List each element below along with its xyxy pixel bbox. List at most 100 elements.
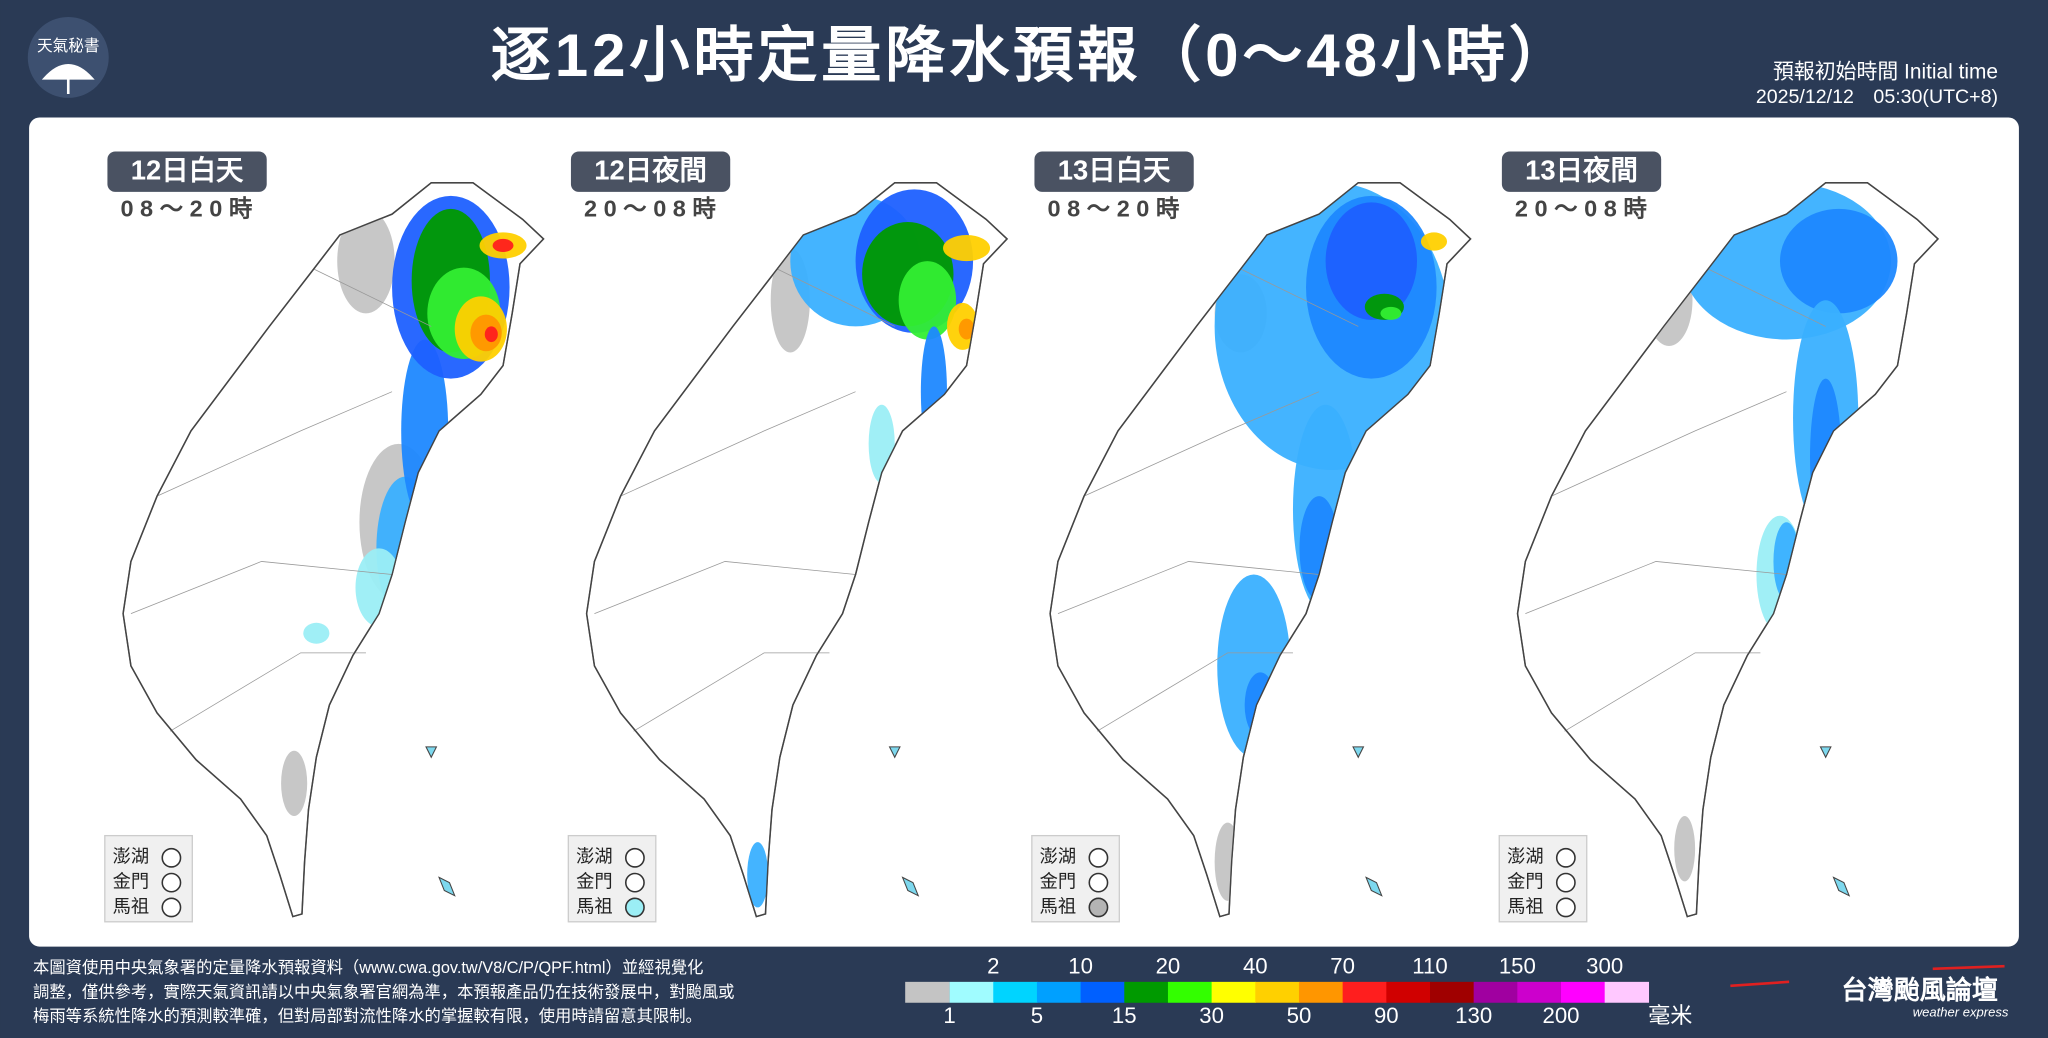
islet bbox=[888, 746, 920, 897]
hours-label: 08～20時 bbox=[120, 195, 258, 221]
legend-swatch bbox=[1517, 981, 1562, 1003]
island-name: 澎湖 bbox=[576, 846, 613, 867]
legend-label: 70 bbox=[1330, 953, 1355, 978]
county-lines bbox=[594, 268, 895, 732]
rain-area bbox=[1380, 306, 1402, 320]
legend-swatch bbox=[1167, 981, 1213, 1003]
rain-area bbox=[492, 238, 514, 252]
brand-stroke bbox=[1932, 964, 2005, 971]
legend-label: 5 bbox=[1031, 1003, 1043, 1028]
hours-label: 08～20時 bbox=[1047, 195, 1185, 221]
island-name: 馬祖 bbox=[576, 895, 613, 916]
islet bbox=[1352, 746, 1383, 897]
day-label: 13日夜間 bbox=[1525, 155, 1638, 186]
legend-swatch bbox=[1036, 981, 1082, 1003]
rain-area bbox=[484, 326, 498, 343]
legend-swatch bbox=[1211, 981, 1256, 1003]
islet bbox=[425, 746, 456, 897]
rain-layer bbox=[747, 189, 991, 908]
legend-swatch bbox=[1080, 981, 1125, 1003]
legend-label: 20 bbox=[1156, 953, 1181, 978]
rain-area bbox=[958, 318, 975, 340]
legend-swatch bbox=[1386, 981, 1431, 1003]
legend-swatch bbox=[1255, 981, 1300, 1003]
island-name: 金門 bbox=[576, 870, 613, 891]
legend-swatch bbox=[1561, 981, 1606, 1003]
initial-time: 2025/12/12 05:30(UTC+8) bbox=[1756, 86, 1998, 108]
legend-swatch bbox=[1298, 981, 1344, 1003]
island-name: 金門 bbox=[1507, 870, 1544, 891]
rain-area bbox=[1420, 232, 1448, 251]
island-status bbox=[1555, 897, 1576, 918]
legend-under bbox=[905, 981, 950, 1003]
legend-swatch bbox=[1429, 981, 1475, 1003]
day-label: 13日白天 bbox=[1058, 155, 1171, 186]
legend-label: 15 bbox=[1112, 1003, 1137, 1028]
island-status bbox=[161, 872, 182, 893]
footer-note: 梅雨等系統性降水的預測較準確，但對局部對流性降水的掌握較有限，使用時請留意其限制… bbox=[33, 1006, 702, 1025]
island-status bbox=[1555, 847, 1576, 868]
legend-swatch bbox=[993, 981, 1038, 1003]
day-label-box bbox=[107, 151, 267, 192]
island-name: 澎湖 bbox=[1507, 846, 1544, 867]
title: 逐12小時定量降水預報（0～48小時） bbox=[491, 22, 1573, 89]
island-name: 馬祖 bbox=[113, 895, 150, 916]
rain-area bbox=[1325, 202, 1418, 320]
legend-label: 130 bbox=[1455, 1003, 1492, 1028]
islet bbox=[1819, 746, 1851, 897]
island-status bbox=[624, 897, 645, 918]
legend-swatch bbox=[1124, 981, 1169, 1003]
initial-time-label: 預報初始時間 Initial time bbox=[1773, 61, 1998, 84]
umbrella-icon bbox=[41, 63, 95, 95]
rain-area bbox=[303, 622, 330, 644]
rain-area bbox=[281, 750, 308, 817]
island-status bbox=[1555, 872, 1576, 893]
logo-text: 天氣秘書 bbox=[37, 37, 100, 55]
rain-area bbox=[943, 235, 991, 262]
day-label-box bbox=[1501, 151, 1662, 192]
legend-label: 40 bbox=[1243, 953, 1268, 978]
map-area bbox=[29, 117, 2019, 947]
rain-area bbox=[1674, 816, 1696, 882]
rain-area bbox=[747, 842, 769, 908]
island-status bbox=[1088, 872, 1109, 893]
county-lines bbox=[1525, 268, 1826, 732]
legend-label: 90 bbox=[1374, 1003, 1399, 1028]
legend-label: 150 bbox=[1499, 953, 1536, 978]
brand-stroke bbox=[1730, 980, 1790, 988]
day-label: 12日夜間 bbox=[594, 155, 707, 186]
island-status bbox=[624, 872, 645, 893]
brand-sub: weather express bbox=[1913, 1005, 2009, 1020]
island-name: 金門 bbox=[113, 870, 150, 891]
day-label-box bbox=[1034, 151, 1194, 192]
island-name: 馬祖 bbox=[1040, 895, 1077, 916]
island-status bbox=[1088, 847, 1109, 868]
legend-label: 300 bbox=[1586, 953, 1623, 978]
island-name: 馬祖 bbox=[1507, 895, 1544, 916]
rain-area bbox=[1779, 208, 1898, 314]
legend-swatch bbox=[1604, 981, 1650, 1003]
island-name: 金門 bbox=[1040, 870, 1077, 891]
legend-swatch bbox=[1342, 981, 1387, 1003]
day-label-box bbox=[570, 151, 731, 192]
rain-layer bbox=[1214, 182, 1450, 901]
legend-swatch bbox=[949, 981, 994, 1003]
island-status bbox=[624, 847, 645, 868]
island-status bbox=[161, 897, 182, 918]
day-label: 12日白天 bbox=[131, 155, 244, 186]
legend-label: 200 bbox=[1543, 1003, 1580, 1028]
legend-unit: 毫米 bbox=[1648, 1003, 1692, 1028]
legend-label: 50 bbox=[1287, 1003, 1312, 1028]
hours-label: 20～08時 bbox=[584, 195, 722, 221]
island-status bbox=[1088, 897, 1109, 918]
legend-label: 110 bbox=[1412, 953, 1447, 978]
legend-label: 2 bbox=[987, 953, 999, 978]
county-lines bbox=[1057, 268, 1359, 732]
rain-area bbox=[898, 261, 957, 340]
hours-label: 20～08時 bbox=[1515, 195, 1653, 221]
